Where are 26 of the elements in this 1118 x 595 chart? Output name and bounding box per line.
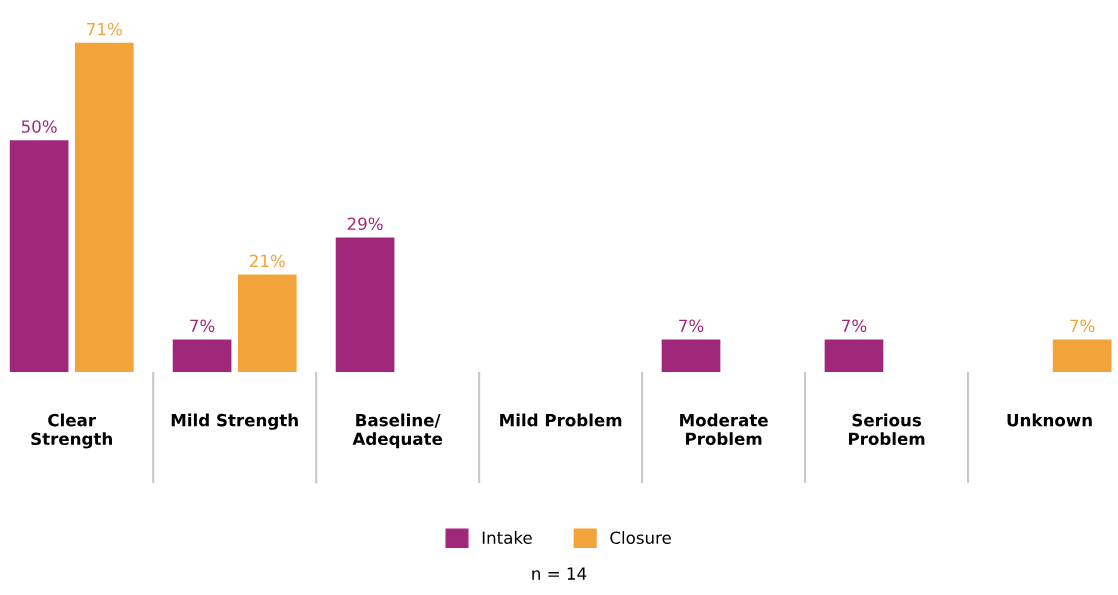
legend-label: Intake [482, 531, 532, 545]
bar [9, 140, 69, 372]
x-tick-label: Mild Problem [500, 413, 622, 427]
bar [335, 237, 395, 372]
bar [1052, 339, 1112, 372]
data-label: 21% [249, 254, 285, 268]
x-tick-label: Unknown [1007, 413, 1092, 427]
x-tick-label: Mild Strength [171, 413, 298, 430]
data-label: 71% [87, 22, 122, 36]
data-label: 7% [679, 319, 704, 333]
data-label: 7% [1070, 319, 1095, 333]
text: n = 14 [532, 567, 587, 580]
data-label: 29% [347, 217, 383, 231]
bar [74, 42, 134, 372]
x-tick-label: Serious Problem [849, 413, 925, 446]
bar [661, 339, 721, 372]
x-tick-label: Clear Strength [31, 413, 112, 449]
data-label: 50% [21, 120, 57, 133]
legend-label: Closure [610, 531, 671, 545]
data-label: 7% [190, 319, 215, 333]
x-tick-label: Baseline/ Adequate [352, 413, 443, 449]
data-label: 7% [842, 319, 867, 333]
bar [824, 339, 884, 372]
x-tick-label: Moderate Problem [680, 413, 768, 446]
bar [237, 274, 297, 372]
bar [172, 339, 232, 372]
